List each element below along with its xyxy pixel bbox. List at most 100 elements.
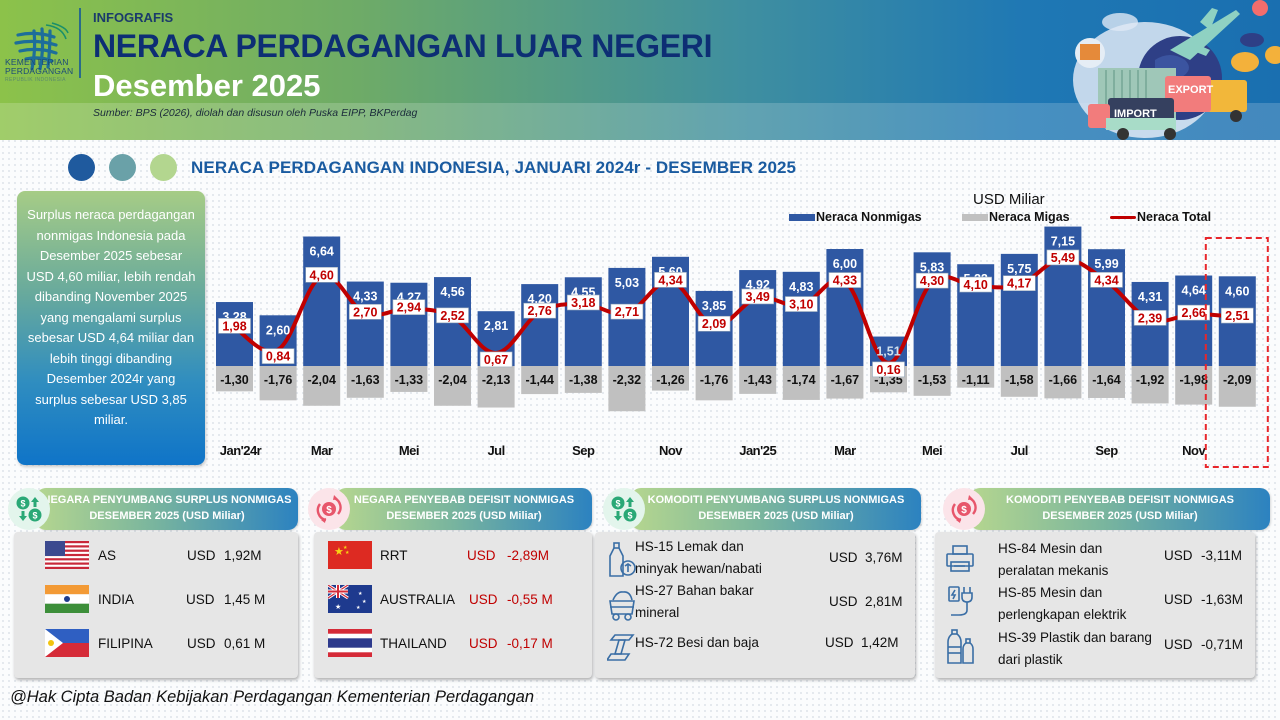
label-total: 2,51 xyxy=(1225,309,1249,323)
panel-body: AS USD 1,92M INDIA USD 1,45 M FILIPINA U… xyxy=(14,532,298,678)
panel-deficit-commodities: KOMODITI PENYEBAB DEFISIT NONMIGAS DESEM… xyxy=(935,488,1280,682)
currency-label: USD xyxy=(469,591,498,607)
label-migas: -1,38 xyxy=(569,373,598,387)
svg-text:★: ★ xyxy=(362,599,367,605)
commodity-line2: peralatan mekanis xyxy=(998,563,1109,578)
kemendag-logo-icon xyxy=(14,22,69,71)
label-total-box xyxy=(654,272,687,288)
list-item: AS USD 1,92M xyxy=(14,540,298,570)
x-tick-label: Jan'24r xyxy=(220,443,262,458)
label-total-box xyxy=(1177,304,1211,321)
country-name: INDIA xyxy=(98,591,135,607)
bar-nonmigas xyxy=(390,282,428,366)
bar-migas xyxy=(390,366,428,392)
label-total: 2,76 xyxy=(528,304,552,318)
page-subtitle: Desember 2025 xyxy=(93,68,321,103)
label-total-box xyxy=(1220,307,1254,324)
commodity-name: HS-27 Bahan bakar mineral xyxy=(635,580,754,624)
steel-beam-icon xyxy=(607,634,635,661)
electric-plug-icon xyxy=(948,586,973,616)
label-total-box xyxy=(218,318,251,334)
label-total-box xyxy=(349,304,382,320)
label-total: 4,17 xyxy=(1007,277,1031,291)
label-nonmigas: 5,03 xyxy=(615,276,639,290)
label-total-box xyxy=(1002,275,1036,291)
label-total-box xyxy=(872,361,905,378)
unit-label: USD Miliar xyxy=(973,191,1045,208)
label-migas: -1,66 xyxy=(1049,373,1078,387)
decor-dot-2 xyxy=(109,154,136,181)
amount-value: -0,55 M xyxy=(507,591,553,607)
list-item: INDIA USD 1,45 M xyxy=(14,584,298,614)
label-nonmigas: 3,85 xyxy=(702,299,726,313)
kicker-label: INFOGRAFIS xyxy=(93,10,174,25)
svg-text:$: $ xyxy=(326,505,332,516)
export-label: EXPORT xyxy=(1168,84,1214,96)
currency-label: USD xyxy=(1164,637,1193,652)
commodity-line1: HS-85 Mesin dan xyxy=(998,585,1103,600)
label-total: 2,39 xyxy=(1138,311,1162,325)
label-migas: -2,32 xyxy=(613,373,642,387)
legend-item-migas: Neraca Migas xyxy=(962,210,1070,224)
panel-title-line1: NEGARA PENYEBAB DEFISIT NONMIGAS xyxy=(353,494,575,506)
plastic-bottles-icon xyxy=(947,629,974,664)
svg-text:$: $ xyxy=(961,505,967,516)
label-migas: -2,13 xyxy=(482,373,511,387)
legend-label-migas: Neraca Migas xyxy=(989,210,1070,224)
panel-body: ★ ★ ★ RRT USD -2,89M ★ ★ ★ ★ AUSTRALIA USD -… xyxy=(314,532,592,678)
amount-value: 1,42M xyxy=(861,635,899,650)
philippines-flag-icon xyxy=(45,629,89,657)
bar-migas xyxy=(782,366,820,400)
bar-migas xyxy=(1044,366,1082,399)
label-migas: -1,76 xyxy=(264,373,293,387)
label-total: 4,33 xyxy=(833,274,857,288)
legend-swatch-total xyxy=(1110,215,1136,219)
label-nonmigas: 5,99 xyxy=(1094,257,1118,271)
amount-value: -3,11M xyxy=(1201,548,1243,563)
commodity-line2: perlengkapan elektrik xyxy=(998,607,1127,622)
india-flag-icon xyxy=(45,585,89,613)
label-total-box xyxy=(1133,310,1167,326)
label-total-box xyxy=(1090,272,1123,288)
label-migas: -2,04 xyxy=(438,373,467,387)
trade-balance-chart: 3,28-1,301,98 2,60-1,760,846,64-2,044,604… xyxy=(216,226,1269,468)
label-migas: -1,53 xyxy=(918,373,947,387)
coin-icon xyxy=(1231,52,1259,72)
commodity-line1: HS-84 Mesin dan xyxy=(998,541,1103,556)
panel-surplus-commodities: KOMODITI PENYUMBANG SURPLUS NONMIGAS DES… xyxy=(595,488,935,682)
x-tick-label: Sep xyxy=(1095,443,1118,458)
line-total xyxy=(232,256,1240,365)
x-tick-label: Sep xyxy=(572,443,595,458)
svg-text:★: ★ xyxy=(345,550,350,556)
label-total-box xyxy=(784,296,818,312)
legend-item-total: Neraca Total xyxy=(1110,210,1211,224)
bar-nonmigas xyxy=(216,302,253,366)
australia-flag-icon: ★★★★ xyxy=(328,585,372,613)
source-note: Sumber: BPS (2026), diolah dan disusun o… xyxy=(93,107,418,119)
x-tick-label: Jul xyxy=(1011,443,1028,458)
label-total-box xyxy=(305,267,338,283)
label-total-box xyxy=(392,299,426,315)
label-total: 3,18 xyxy=(571,296,595,310)
panel-body: HS-84 Mesin dan peralatan mekanis USD -3… xyxy=(935,532,1255,678)
list-item: ★ ★ ★ RRT USD -2,89M xyxy=(314,540,592,570)
bar-nonmigas xyxy=(913,252,951,366)
org-name-line3: REPUBLIK INDONESIA xyxy=(5,77,66,83)
legend-item-nonmigas: Neraca Nonmigas xyxy=(789,210,922,224)
amount-value: -2,89M xyxy=(507,547,550,563)
commodity-line2: minyak hewan/nabati xyxy=(635,561,762,576)
label-migas: -1,64 xyxy=(1092,373,1121,387)
bar-nonmigas xyxy=(826,249,864,366)
bar-migas xyxy=(913,366,951,396)
x-tick-label: Jul xyxy=(487,443,504,458)
label-nonmigas: 4,33 xyxy=(353,290,377,304)
label-total-box xyxy=(828,272,862,288)
panel-title-line1: KOMODITI PENYEBAB DEFISIT NONMIGAS xyxy=(1006,494,1234,506)
bar-nonmigas xyxy=(739,270,777,366)
svg-text:★: ★ xyxy=(335,603,341,611)
panel-header: NEGARA PENYEBAB DEFISIT NONMIGAS DESEMBE… xyxy=(336,488,592,530)
bar-nonmigas xyxy=(346,281,384,366)
import-label: IMPORT xyxy=(1114,108,1157,120)
country-name: AUSTRALIA xyxy=(380,591,456,607)
panel-title-line1: NEGARA PENYUMBANG SURPLUS NONMIGAS xyxy=(42,494,292,506)
